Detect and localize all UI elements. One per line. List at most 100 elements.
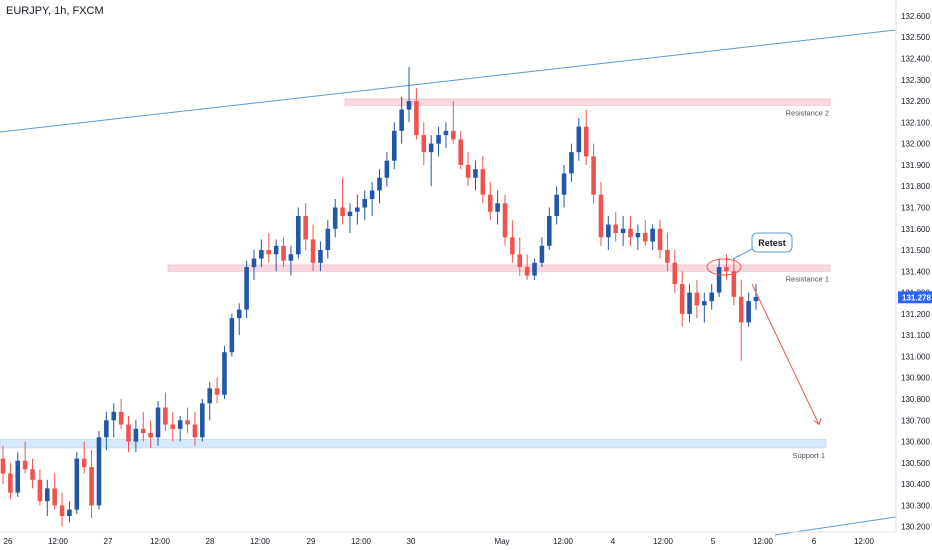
candle-body [200,403,205,438]
zone-label: Resistance 1 [786,274,829,283]
price-tick-label: 131.000 [901,352,930,361]
price-tick-label: 131.500 [901,246,930,255]
candle-body [303,215,308,240]
price-tick-label: 132.400 [901,55,930,64]
candle-body [702,301,707,306]
price-tick-label: 131.900 [901,161,930,170]
candle-body [177,420,183,429]
zone-band [344,98,831,106]
time-axis[interactable]: 26 12:00 27 12:00 28 12:00 29 12:00 30 May 12:00 4 1… [0,531,896,546]
price-tick-label: 132.000 [901,140,930,149]
time-tick-label: 12:00 [250,537,271,546]
zone-band [167,264,831,272]
zone-label: Support 1 [792,451,825,460]
candle-body [369,190,375,199]
price-tick-label: 130.700 [901,416,930,425]
price-tick-label: 130.200 [901,523,930,532]
trendlines-layer [0,29,897,536]
candle-body [620,228,626,234]
time-tick-label: 5 [711,537,716,546]
time-tick-label: 12:00 [150,537,171,546]
candle-body [318,250,323,263]
candle-body [583,126,589,157]
price-tick-label: 132.500 [901,33,930,42]
candle-body [716,267,722,293]
candle-body [377,177,382,191]
candle-body [451,130,456,140]
candle-body [15,460,21,493]
price-tick-label: 131.200 [901,310,930,319]
candle-body [347,211,353,216]
time-tick-label: May [494,537,509,546]
candle-body [118,411,124,425]
price-tick-label: 132.300 [901,76,930,85]
candle-body [207,388,212,404]
price-tick-label: 132.100 [901,118,930,127]
zone-band [0,439,827,449]
candle-body [325,228,331,251]
candle-body [288,254,294,261]
candle-body [539,245,545,263]
candle-body [731,271,737,297]
time-tick-label: 12:00 [753,537,774,546]
candle-body [724,267,729,272]
candle-body [473,169,478,178]
candle-body [310,239,316,263]
candle-body [229,318,235,353]
candle-body [613,224,619,234]
candle-body [126,424,131,442]
retest-callout-box [751,232,793,253]
candle-body [266,250,272,255]
price-tick-label: 130.500 [901,459,930,468]
candle-body [657,228,663,251]
candle-body [37,479,43,502]
time-tick-label: 26 [4,537,13,546]
retest-circle [706,258,742,276]
candle-body [111,411,117,421]
candle-body [251,258,257,268]
candle-body [561,173,567,195]
candle-body [517,254,523,268]
candle-body [443,130,449,136]
candle-body [30,469,35,480]
candle-body [222,352,227,395]
candle-body [273,245,279,255]
candle-body [89,467,94,506]
time-tick-label: 12:00 [553,537,574,546]
candle-body [753,296,759,302]
price-axis[interactable]: 132.600 132.500 132.400 132.300 132.200 132.1… [895,0,930,532]
candle-body [672,262,678,285]
candle-body [192,424,198,438]
candles-layer [0,67,759,527]
candle-body [81,458,87,468]
time-tick-label: 29 [307,537,316,546]
candle-body [340,207,345,216]
upper-trendline [0,29,897,133]
candle-body [296,215,301,255]
candle-body [170,424,176,429]
candle-body [140,428,146,434]
candle-body [709,292,714,302]
candle-body [244,267,249,310]
candle-body [74,458,80,510]
zone-label: Resistance 2 [786,108,829,117]
candle-body [524,267,530,276]
retest-callout-pointer [732,247,755,260]
candle-body [576,126,582,153]
candle-body [185,420,190,425]
candle-body [281,245,286,261]
candle-body [465,164,471,178]
candle-body [495,203,500,212]
candle-body [480,169,486,195]
candle-body [421,135,427,153]
retest-callout-label: Retest [758,238,786,248]
candle-body [259,250,264,259]
candle-body [436,135,441,144]
candle-body [547,215,552,246]
candle-body [236,309,242,319]
time-tick-label: 12:00 [351,537,372,546]
candle-body [163,407,168,425]
candle-body [406,101,412,110]
candle-body [635,233,641,238]
